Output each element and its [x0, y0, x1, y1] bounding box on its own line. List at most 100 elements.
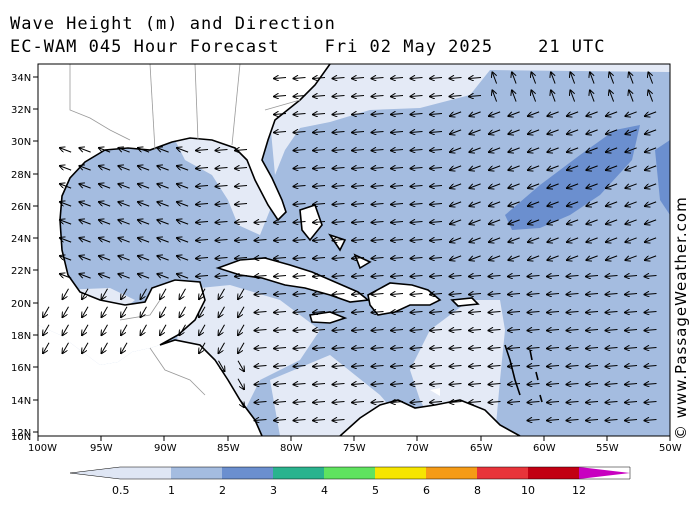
arrow-icon [586, 366, 599, 367]
arrow-icon [469, 201, 481, 206]
arrow-icon [294, 240, 306, 241]
arrow-icon [138, 166, 150, 171]
sea-high-zone-east [655, 140, 670, 215]
arrow-icon [333, 384, 345, 385]
arrow-icon [469, 384, 482, 385]
arrow-icon [489, 219, 501, 224]
arrow-icon [567, 348, 579, 349]
arrow-icon [625, 111, 637, 116]
arrow-icon [79, 148, 91, 153]
arrow-icon [547, 294, 560, 295]
arrow-icon [645, 294, 657, 295]
arrow-icon [411, 78, 423, 79]
arrow-icon [606, 111, 618, 116]
arrow-icon [567, 183, 579, 188]
arrow-icon [586, 201, 598, 206]
arrow-icon [570, 90, 576, 102]
arrow-icon [372, 222, 384, 223]
arrow-icon [528, 366, 540, 367]
arrow-icon [586, 402, 599, 403]
arrow-icon [177, 256, 189, 261]
arrow-icon [60, 238, 72, 243]
arrow-icon [648, 72, 654, 84]
arrow-icon [489, 111, 501, 116]
latitude-axis: 34N 32N 30N 28N 26N 24N 22N 20N 18N 16N … [11, 73, 38, 443]
arrow-icon [219, 342, 225, 353]
arrow-icon [489, 201, 501, 206]
arrow-icon [60, 166, 72, 171]
arrow-icon [469, 129, 481, 134]
arrow-icon [138, 202, 150, 207]
time-label: 21 UTC [538, 37, 606, 57]
arrow-icon [528, 348, 540, 349]
arrow-icon [313, 276, 326, 277]
arrow-icon [333, 312, 345, 313]
arrow-icon [160, 288, 167, 299]
arrow-icon [450, 78, 462, 79]
arrow-icon [625, 183, 637, 188]
arrow-icon [196, 186, 209, 187]
arrow-icon [469, 348, 482, 349]
arrow-icon [489, 165, 501, 170]
arrow-icon [294, 384, 306, 385]
arrow-icon [450, 366, 462, 367]
arrow-icon [489, 129, 501, 134]
arrow-icon [274, 348, 287, 349]
arrow-icon [121, 306, 128, 317]
arrow-icon [294, 114, 306, 115]
arrow-icon [138, 220, 150, 225]
arrow-icon [606, 402, 618, 403]
arrow-icon [235, 186, 248, 187]
arrow-icon [63, 306, 69, 317]
arrow-icon [606, 348, 618, 349]
arrow-icon [625, 219, 637, 224]
arrow-icon [118, 238, 130, 243]
arrow-icon [255, 402, 267, 403]
legend-label-0.5: 0.5 [112, 484, 130, 497]
arrow-icon [625, 366, 638, 367]
arrow-icon [313, 312, 326, 313]
legend-label-1: 1 [168, 484, 175, 497]
arrow-icon [157, 184, 169, 189]
arrow-icon [216, 222, 228, 223]
arrow-icon [255, 312, 267, 313]
arrow-icon [238, 288, 245, 299]
arrow-icon [450, 255, 462, 260]
arrow-icon [508, 276, 521, 277]
arrow-icon [60, 220, 72, 225]
arrow-icon [177, 148, 189, 153]
legend-swatch-3-4 [273, 467, 324, 479]
lat-label-34n: 34N [11, 73, 31, 84]
arrow-icon [430, 204, 443, 205]
arrow-icon [118, 166, 130, 171]
arrow-icon [469, 165, 481, 170]
arrow-icon [469, 312, 482, 313]
arrow-icon [274, 132, 287, 133]
arrow-icon [238, 324, 245, 335]
arrow-icon [586, 294, 599, 295]
arrow-icon [625, 330, 638, 331]
arrow-icon [391, 240, 404, 241]
arrow-icon [469, 96, 482, 97]
arrow-icon [411, 150, 423, 151]
legend-swatch-5-6 [375, 467, 426, 479]
arrow-icon [508, 165, 520, 170]
arrow-icon [352, 114, 365, 115]
arrow-icon [625, 129, 637, 134]
arrow-icon [79, 274, 91, 279]
arrow-icon [352, 132, 365, 133]
arrow-icon [508, 402, 521, 403]
arrow-icon [352, 366, 365, 367]
arrow-icon [199, 288, 206, 299]
arrow-icon [294, 366, 306, 367]
arrow-icon [333, 240, 345, 241]
arrow-icon [567, 420, 579, 421]
arrow-icon [216, 150, 228, 151]
arrow-icon [606, 147, 618, 152]
arrow-icon [469, 219, 481, 224]
arrow-icon [567, 201, 579, 206]
arrow-icon [586, 237, 598, 242]
arrow-icon [177, 202, 189, 207]
arrow-icon [102, 342, 108, 353]
arrow-icon [238, 342, 245, 353]
